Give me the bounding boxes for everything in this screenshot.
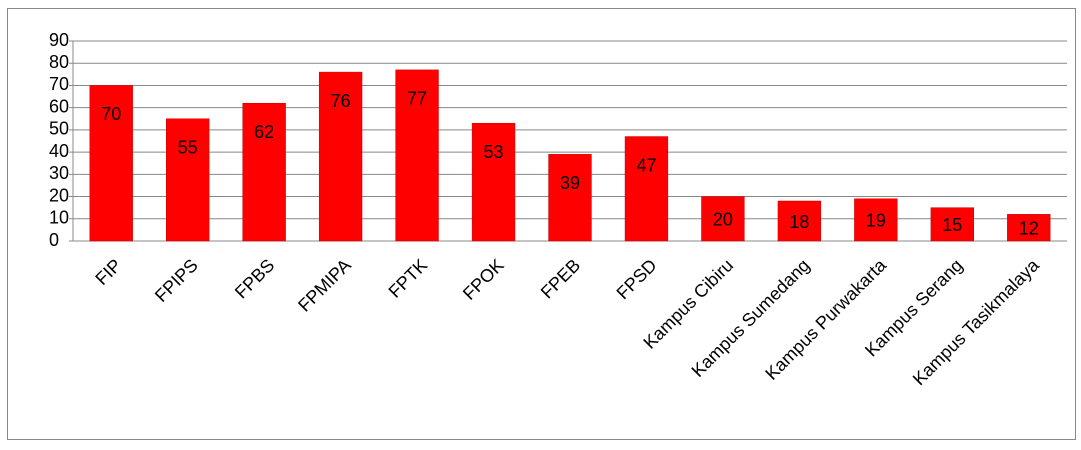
y-tick-label: 70 [49, 74, 69, 94]
y-tick-label: 90 [49, 30, 69, 50]
bar [166, 118, 210, 242]
value-label: 76 [331, 91, 351, 111]
bar [624, 136, 669, 242]
value-label: 20 [713, 210, 733, 230]
bar [242, 102, 286, 242]
y-tick-label: 50 [49, 119, 69, 139]
value-label: 19 [866, 211, 886, 231]
y-tick-label: 40 [49, 141, 69, 161]
value-label: 53 [484, 142, 504, 162]
bar [471, 122, 516, 242]
bar [777, 200, 822, 242]
value-label: 55 [178, 138, 198, 158]
value-label: 77 [407, 89, 427, 109]
bar [318, 71, 363, 242]
bar [1007, 214, 1051, 242]
value-label: 62 [254, 122, 274, 142]
y-tick-label: 80 [49, 52, 69, 72]
y-tick-label: 10 [49, 208, 69, 228]
y-tick-label: 0 [49, 230, 59, 250]
value-label: 12 [1019, 218, 1039, 238]
value-label: 47 [636, 155, 656, 175]
value-label: 18 [789, 212, 809, 232]
value-label: 70 [101, 104, 121, 124]
bar [395, 69, 439, 242]
y-tick-label: 20 [49, 185, 69, 205]
value-label: 15 [942, 215, 962, 235]
bar [89, 85, 133, 242]
bar [548, 154, 592, 242]
y-tick-label: 60 [49, 96, 69, 116]
y-tick-label: 30 [49, 163, 69, 183]
value-label: 39 [560, 173, 580, 193]
bar [930, 207, 974, 242]
bar [854, 198, 898, 242]
bar [701, 196, 745, 242]
